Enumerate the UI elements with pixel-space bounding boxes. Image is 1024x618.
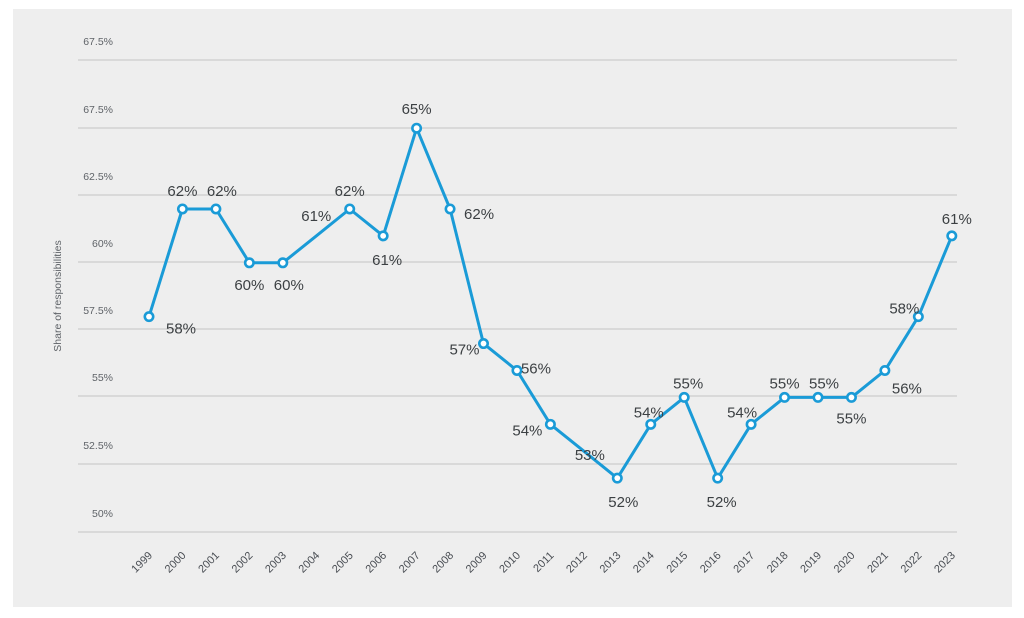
- chart-panel: [13, 9, 1012, 607]
- x-axis-ticks: 1999 2000 2001 2002 2003 2004 2005 2006 2007 2008…: [129, 550, 958, 576]
- y-tick-label: 50%: [92, 508, 113, 520]
- data-label: 61%: [372, 252, 402, 269]
- series-markers: [143, 122, 958, 484]
- y-tick-label: 52.5%: [83, 440, 113, 452]
- x-tick-label: 2010: [497, 550, 523, 576]
- data-point: [344, 203, 356, 215]
- x-tick-label: 2013: [598, 550, 624, 576]
- y-axis-ticks: 50% 52.5% 55% 57.5% 60% 62.5% 67.5% 67.5%: [83, 36, 113, 520]
- data-label: 65%: [402, 101, 432, 118]
- data-label: 55%: [809, 375, 839, 392]
- data-point: [779, 391, 791, 403]
- x-tick-label: 2012: [564, 550, 590, 576]
- data-point: [243, 257, 255, 269]
- data-point: [879, 364, 891, 376]
- data-labels: 58%62% 62%60% 60%61%62%61%65%62%57%56%54%5…: [166, 101, 972, 511]
- data-point: [946, 230, 958, 242]
- x-tick-label: 2019: [798, 550, 824, 576]
- y-tick-label: 67.5%: [83, 104, 113, 116]
- x-tick-label: 2022: [899, 550, 925, 576]
- x-tick-label: 2006: [363, 550, 389, 576]
- x-tick-label: 2001: [196, 550, 222, 576]
- data-label: 62%: [207, 183, 237, 200]
- data-label: 56%: [892, 380, 922, 397]
- data-label: 62%: [464, 206, 494, 223]
- x-tick-label: 2016: [698, 550, 724, 576]
- data-label: 55%: [770, 375, 800, 392]
- data-point: [176, 203, 188, 215]
- data-label: 54%: [512, 422, 542, 439]
- x-tick-label: 2008: [430, 550, 456, 576]
- data-point: [411, 122, 423, 134]
- x-tick-label: 2000: [163, 550, 189, 576]
- data-point: [845, 391, 857, 403]
- data-label: 60%: [234, 277, 264, 294]
- data-label: 56%: [521, 360, 551, 377]
- data-label: 55%: [836, 410, 866, 427]
- data-label: 52%: [707, 494, 737, 511]
- data-point: [511, 364, 523, 376]
- x-tick-label: 2002: [230, 550, 256, 576]
- x-tick-label: 2018: [765, 550, 791, 576]
- x-tick-label: 2007: [397, 550, 423, 576]
- x-tick-label: 2004: [297, 550, 323, 576]
- y-tick-label: 57.5%: [83, 305, 113, 317]
- x-tick-label: 2003: [263, 550, 289, 576]
- x-tick-label: 2009: [464, 550, 490, 576]
- x-tick-label: 2014: [631, 550, 657, 576]
- data-point: [544, 418, 556, 430]
- y-tick-label: 60%: [92, 238, 113, 250]
- data-label: 52%: [608, 494, 638, 511]
- data-label: 58%: [166, 321, 196, 338]
- data-label: 54%: [634, 404, 664, 421]
- y-tick-label: 55%: [92, 372, 113, 384]
- data-label: 53%: [575, 447, 605, 464]
- data-label: 58%: [889, 301, 919, 318]
- x-tick-label: 2017: [731, 550, 757, 576]
- gridlines: [78, 59, 957, 533]
- y-tick-label: 67.5%: [83, 36, 113, 48]
- x-tick-label: 2021: [865, 550, 891, 576]
- data-label: 61%: [301, 208, 331, 225]
- x-tick-label: 1999: [129, 550, 155, 576]
- data-point: [210, 203, 222, 215]
- data-label: 60%: [274, 277, 304, 294]
- data-label: 62%: [335, 183, 365, 200]
- x-tick-label: 2020: [832, 550, 858, 576]
- data-point: [444, 203, 456, 215]
- y-tick-label: 62.5%: [83, 171, 113, 183]
- data-label: 55%: [673, 375, 703, 392]
- data-point: [143, 311, 155, 323]
- data-label: 54%: [727, 404, 757, 421]
- data-label: 57%: [449, 342, 479, 359]
- data-point: [745, 418, 757, 430]
- data-point: [377, 230, 389, 242]
- data-point: [277, 257, 289, 269]
- data-point: [712, 472, 724, 484]
- data-point: [645, 418, 657, 430]
- data-point: [678, 391, 690, 403]
- x-tick-label: 2023: [932, 550, 958, 576]
- data-point: [812, 391, 824, 403]
- x-tick-label: 2015: [665, 550, 691, 576]
- data-point: [477, 338, 489, 350]
- data-point: [611, 472, 623, 484]
- y-axis-title: Share of responsibilities: [52, 240, 64, 351]
- data-label: 61%: [942, 211, 972, 228]
- data-label: 62%: [167, 183, 197, 200]
- x-tick-label: 2011: [531, 550, 556, 575]
- data-point: [912, 311, 924, 323]
- x-tick-label: 2005: [330, 550, 356, 576]
